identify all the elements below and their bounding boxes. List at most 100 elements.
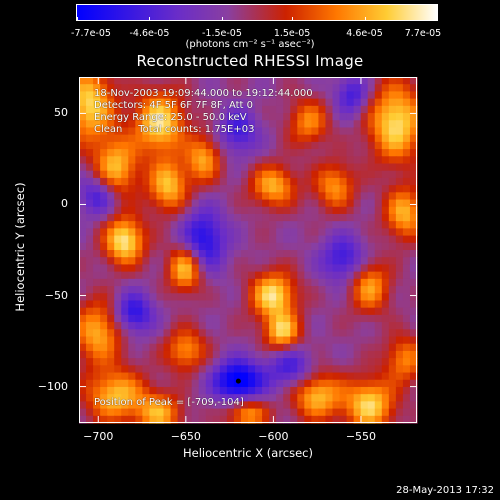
colorbar-tick-label: -1.5e-05 <box>201 28 242 39</box>
heatmap-cell <box>107 98 115 107</box>
heatmap-cell <box>353 177 362 186</box>
heatmap-cell <box>184 307 193 316</box>
heatmap-cell <box>283 141 291 150</box>
heatmap-cell <box>121 77 129 85</box>
heatmap-cell <box>240 329 249 338</box>
heatmap-cell <box>325 336 334 345</box>
heatmap-cell <box>353 98 362 107</box>
heatmap-cell <box>318 213 327 222</box>
heatmap-cell <box>226 98 235 107</box>
heatmap-cell <box>402 149 411 157</box>
heatmap-cell <box>262 379 270 388</box>
heatmap-cell <box>297 120 305 129</box>
heatmap-cell <box>360 127 369 136</box>
heatmap-cell <box>255 199 263 208</box>
heatmap-cell <box>142 228 151 237</box>
heatmap-cell <box>226 105 235 114</box>
heatmap-cell <box>93 343 101 352</box>
heatmap-cell <box>100 228 108 237</box>
heatmap-cell <box>318 199 327 208</box>
heatmap-cell <box>304 199 312 208</box>
heatmap-cell <box>128 192 136 201</box>
heatmap-cell <box>79 199 87 208</box>
heatmap-cell <box>121 228 129 237</box>
heatmap-cell <box>184 293 193 302</box>
heatmap-cell <box>142 221 151 229</box>
annotation-time: 18-Nov-2003 19:09:44.000 to 19:12:44.000 <box>94 88 313 99</box>
heatmap-cell <box>388 365 397 374</box>
heatmap-cell <box>409 192 418 201</box>
heatmap-cell <box>276 206 284 215</box>
heatmap-cell <box>367 278 376 287</box>
heatmap-cell <box>325 293 334 302</box>
heatmap-cell <box>395 286 404 294</box>
heatmap-cell <box>233 358 242 366</box>
heatmap-cell <box>339 257 348 266</box>
heatmap-cell <box>402 372 411 381</box>
heatmap-cell <box>240 271 249 280</box>
heatmap-cell <box>100 271 108 280</box>
heatmap-cell <box>219 141 228 150</box>
heatmap-cell <box>360 98 369 107</box>
heatmap-cell <box>332 278 341 287</box>
heatmap-cell <box>297 77 305 85</box>
heatmap-cell <box>184 113 193 121</box>
heatmap-cell <box>381 206 390 215</box>
heatmap-cell <box>374 350 383 359</box>
heatmap-cell <box>177 98 186 107</box>
heatmap-cell <box>395 213 404 222</box>
heatmap-cell <box>226 242 235 251</box>
heatmap-cell <box>226 199 235 208</box>
heatmap-cell <box>219 113 228 121</box>
heatmap-cell <box>79 84 87 93</box>
heatmap-cell <box>135 206 143 215</box>
heatmap-cell <box>318 322 327 330</box>
heatmap-cell <box>107 372 115 381</box>
heatmap-cell <box>339 105 348 114</box>
heatmap-cell <box>304 141 312 150</box>
heatmap-cell <box>346 350 355 359</box>
heatmap-cell <box>360 170 369 179</box>
heatmap-cell <box>276 372 284 381</box>
heatmap-cell <box>240 235 249 244</box>
heatmap-cell <box>93 149 101 157</box>
heatmap-cell <box>205 149 214 157</box>
heatmap-cell <box>290 286 298 294</box>
heatmap-cell <box>121 91 129 100</box>
heatmap-cell <box>325 415 334 424</box>
heatmap-cell <box>177 149 186 157</box>
heatmap-cell <box>402 250 411 258</box>
heatmap-cell <box>402 177 411 186</box>
heatmap-cell <box>402 235 411 244</box>
heatmap-cell <box>402 134 411 143</box>
heatmap-cell <box>409 127 418 136</box>
heatmap-cell <box>374 221 383 229</box>
heatmap-cell <box>332 257 341 266</box>
heatmap-cell <box>128 271 136 280</box>
heatmap-cell <box>283 149 291 157</box>
heatmap-cell <box>191 177 200 186</box>
heatmap-cell <box>86 358 94 366</box>
heatmap-cell <box>135 120 143 129</box>
heatmap-cell <box>269 343 277 352</box>
heatmap-cell <box>360 113 369 121</box>
heatmap-cell <box>353 206 362 215</box>
heatmap-cell <box>114 250 122 258</box>
heatmap-cell <box>191 221 200 229</box>
heatmap-cell <box>402 293 411 302</box>
heatmap-cell <box>297 300 305 309</box>
heatmap-cell <box>170 329 179 338</box>
heatmap-cell <box>290 271 298 280</box>
heatmap-cell <box>304 235 312 244</box>
heatmap-cell <box>135 401 143 410</box>
heatmap-cell <box>205 170 214 179</box>
heatmap-cell <box>262 156 270 165</box>
heatmap-cell <box>226 113 235 121</box>
heatmap-cell <box>86 322 94 330</box>
heatmap-cell <box>212 213 221 222</box>
heatmap-cell <box>409 379 418 388</box>
heatmap-cell <box>212 379 221 388</box>
heatmap-cell <box>191 408 200 417</box>
heatmap-cell <box>212 250 221 258</box>
